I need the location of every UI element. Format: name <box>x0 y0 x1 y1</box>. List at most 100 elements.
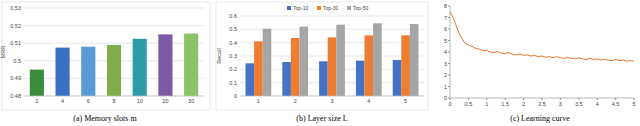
caption: (a) Memory slots m <box>73 114 137 123</box>
x-tick-label: 3.5 <box>575 101 583 107</box>
bar-chart: 0.480.490.50.510.520.53MRR2468102030 <box>0 5 204 104</box>
marks <box>450 12 634 61</box>
bar <box>246 63 255 96</box>
x-tick-label: 1 <box>485 101 488 107</box>
y-tick-label: 0.5 <box>229 26 237 32</box>
chart-area <box>2 2 210 110</box>
bar <box>282 62 291 96</box>
x-tick-label: 30 <box>188 98 194 104</box>
y-tick-label: 0.48 <box>10 93 21 99</box>
x-tick-label: 4 <box>596 101 599 107</box>
bar <box>254 41 263 96</box>
marks <box>246 23 419 96</box>
y-tick-label: 1 <box>444 84 447 90</box>
bar <box>336 25 345 96</box>
tick-mark <box>578 98 579 100</box>
line-chart: 01234567800.511.522.533.544.55 <box>444 3 636 107</box>
x-tick-label: 4 <box>367 98 370 104</box>
legend-label: Top-10 <box>293 5 309 11</box>
tick-mark <box>505 98 506 100</box>
x-axis-line <box>240 96 424 97</box>
tick-mark <box>523 98 524 100</box>
tick-mark <box>542 98 543 100</box>
bar <box>365 35 374 96</box>
bar <box>319 61 328 96</box>
tick-mark <box>634 98 635 100</box>
x-tick-label: 20 <box>162 98 168 104</box>
grid-line <box>240 96 424 97</box>
y-tick-label: 0 <box>444 95 447 101</box>
x-tick-label: 3 <box>330 98 333 104</box>
bar <box>30 70 44 96</box>
grid-line <box>240 16 424 17</box>
x-axis-line <box>24 96 204 97</box>
legend-swatch <box>287 6 291 10</box>
y-axis-line <box>450 6 451 98</box>
bar <box>373 23 382 96</box>
x-tick-label: 2 <box>522 101 525 107</box>
bar <box>184 34 198 96</box>
x-tick-label: 4.5 <box>612 101 620 107</box>
tick-mark <box>486 98 487 100</box>
caption: (b) Layer size L <box>296 114 347 123</box>
bar <box>158 34 172 96</box>
marks <box>30 34 198 96</box>
y-tick-label: 3 <box>444 61 447 67</box>
legend-label: Top-50 <box>353 5 369 11</box>
x-tick-label: 5 <box>632 101 635 107</box>
grid-line <box>24 96 204 97</box>
y-tick-label: 0.51 <box>10 40 21 46</box>
y-tick-label: 0.4 <box>229 40 237 46</box>
x-tick-label: 1.5 <box>501 101 509 107</box>
bar <box>107 45 121 96</box>
grid-line <box>24 43 204 44</box>
y-tick-label: 2 <box>444 72 447 78</box>
bar <box>401 35 410 96</box>
bar <box>328 37 337 96</box>
y-tick-label: 0.6 <box>229 13 237 19</box>
bar <box>291 38 300 96</box>
tick-mark <box>615 98 616 100</box>
x-tick-label: 8 <box>112 98 115 104</box>
y-tick-label: 5 <box>444 38 447 44</box>
tick-mark <box>450 98 451 100</box>
bar <box>356 61 365 96</box>
x-tick-label: 1 <box>257 98 260 104</box>
x-tick-label: 6 <box>87 98 90 104</box>
figure: 0.480.490.50.510.520.53MRR2468102030(a) … <box>0 0 640 126</box>
line <box>450 12 634 61</box>
y-tick-label: 0.3 <box>229 53 237 59</box>
bar <box>263 29 272 96</box>
x-tick-label: 0 <box>448 101 451 107</box>
bar <box>56 48 70 96</box>
x-tick-label: 2.5 <box>538 101 546 107</box>
bar <box>133 39 147 96</box>
y-tick-label: 0.53 <box>10 5 21 11</box>
tick-mark <box>468 98 469 100</box>
bar <box>299 27 308 96</box>
y-tick-label: 0.1 <box>229 80 237 86</box>
legend: Top-10Top-30Top-50 <box>287 5 369 11</box>
grid-line <box>24 25 204 26</box>
x-tick-label: 4 <box>61 98 64 104</box>
y-tick-label: 7 <box>444 15 447 21</box>
bar <box>81 47 95 96</box>
grid-line <box>24 8 204 9</box>
y-tick-label: 6 <box>444 26 447 32</box>
legend-swatch <box>317 6 321 10</box>
caption: (c) Learning curve <box>510 114 570 123</box>
x-tick-label: 3 <box>559 101 562 107</box>
chart-area <box>216 2 428 110</box>
bar-chart: 00.10.20.30.40.50.6Recall12345Top-10Top-… <box>216 5 424 104</box>
tick-mark <box>597 98 598 100</box>
x-tick-label: 2 <box>294 98 297 104</box>
x-tick-label: 0.5 <box>465 101 473 107</box>
y-tick-label: 4 <box>444 49 447 55</box>
x-tick-label: 10 <box>137 98 143 104</box>
x-tick-label: 2 <box>35 98 38 104</box>
y-tick-label: 0.52 <box>10 23 21 29</box>
tick-mark <box>560 98 561 100</box>
bar <box>410 24 419 96</box>
y-tick-label: 0.2 <box>229 66 237 72</box>
x-tick-label: 5 <box>404 98 407 104</box>
